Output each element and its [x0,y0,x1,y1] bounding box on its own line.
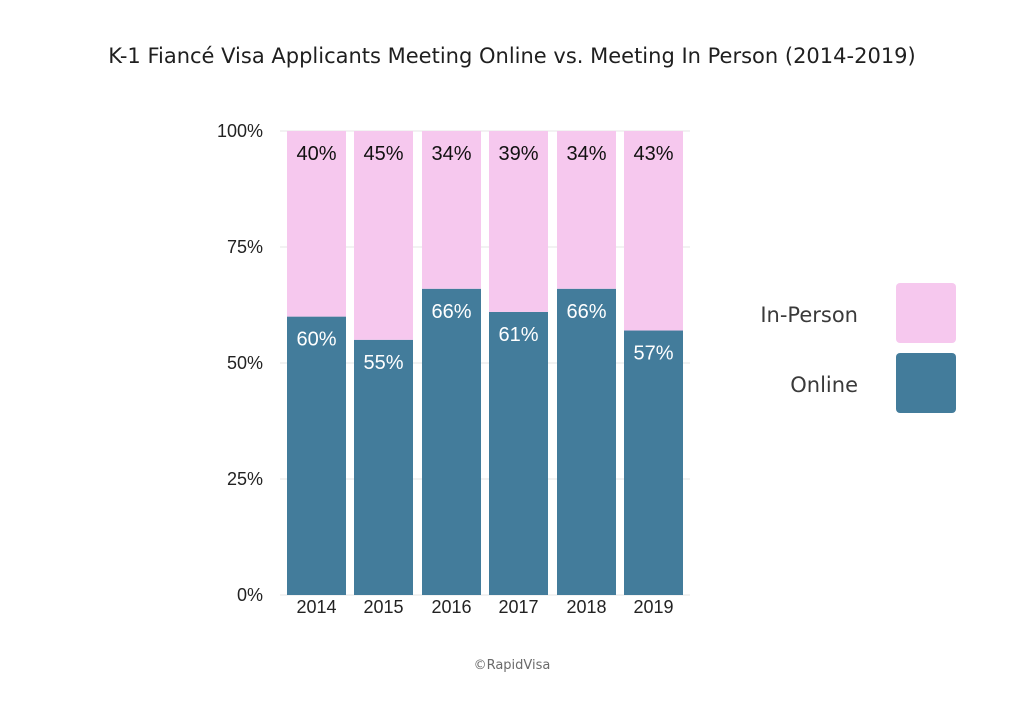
x-axis: 2014 2015 2016 2017 2018 2019 [296,597,673,617]
bar-in-person-2016 [422,131,481,289]
data-label-online-2017: 61% [498,324,538,346]
data-label-in-person-2016: 34% [431,143,471,165]
bar-online-2015 [354,339,413,595]
legend-label-online: Online [790,373,858,397]
y-tick-label: 75% [227,237,263,257]
y-tick-label: 50% [227,353,263,373]
bar-in-person-2014 [287,131,346,317]
data-label-online-2018: 66% [566,301,606,323]
bar-online-2019 [624,330,683,595]
data-label-online-2019: 57% [633,343,673,365]
data-label-in-person-2017: 39% [498,143,538,165]
chart-title: K-1 Fiancé Visa Applicants Meeting Onlin… [108,44,915,68]
x-tick-label: 2019 [633,597,673,617]
x-tick-label: 2016 [431,597,471,617]
data-label-in-person-2018: 34% [566,143,606,165]
bar-online-2018 [557,288,616,595]
credit-text: ©RapidVisa [474,658,551,673]
bar-in-person-2019 [624,131,683,331]
data-label-online-2014: 60% [296,329,336,351]
x-tick-label: 2015 [363,597,403,617]
x-tick-label: 2014 [296,597,336,617]
legend-label-in-person: In-Person [760,303,858,327]
bar-in-person-2017 [489,131,548,312]
legend-swatch-online [896,353,956,413]
legend-swatch-in-person [896,283,956,343]
data-label-online-2015: 55% [363,352,403,374]
y-tick-label: 100% [217,121,263,141]
data-label-in-person-2019: 43% [633,143,673,165]
bar-online-2014 [287,316,346,595]
x-tick-label: 2017 [498,597,538,617]
y-axis: 0% 25% 50% 75% 100% [217,121,263,605]
data-label-in-person-2015: 45% [363,143,403,165]
y-tick-label: 0% [237,585,263,605]
data-label-online-2016: 66% [431,301,471,323]
gridlines [280,130,690,596]
bar-online-2017 [489,311,548,595]
y-tick-label: 25% [227,469,263,489]
bar-in-person-2018 [557,131,616,289]
bar-in-person-2015 [354,131,413,340]
data-label-in-person-2014: 40% [296,143,336,165]
bar-online-2016 [422,288,481,595]
x-tick-label: 2018 [566,597,606,617]
bars: 60% 40% 55% 45% 66% 34% 61% 39% 66% 34% 57% 43% [287,131,683,595]
legend: In-Person Online [760,283,956,413]
